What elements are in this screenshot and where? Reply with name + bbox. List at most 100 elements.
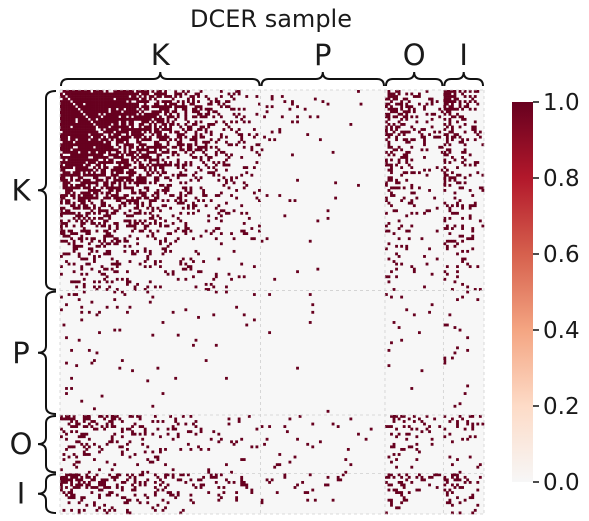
heatmap-cell [400, 475, 404, 479]
heatmap-cell [143, 117, 147, 121]
heatmap-cell [126, 163, 129, 167]
heatmap-cell [105, 148, 109, 152]
heatmap-cell [120, 123, 124, 126]
heatmap-cell [412, 420, 416, 423]
heatmap-cell [219, 232, 223, 236]
heatmap-cell [65, 125, 68, 129]
heatmap-cell [390, 125, 393, 129]
heatmap-cell [156, 455, 160, 459]
heatmap-cell [199, 478, 203, 482]
heatmap-cell [120, 117, 124, 121]
heatmap-cell [62, 140, 66, 144]
heatmap-cell [105, 194, 109, 197]
heatmap-cell [85, 194, 89, 197]
heatmap-cell [95, 156, 99, 159]
heatmap-cell [103, 209, 106, 213]
heatmap-cell [445, 135, 449, 139]
heatmap-cell [87, 120, 91, 124]
heatmap-cell [85, 125, 89, 129]
heatmap-cell [174, 107, 178, 111]
heatmap-cell [131, 473, 134, 477]
heatmap-cell [181, 267, 185, 271]
heatmap-cell [85, 100, 89, 103]
heatmap-cell [146, 173, 150, 177]
heatmap-cell [87, 437, 91, 441]
heatmap-cell [159, 153, 162, 157]
heatmap-cell [387, 102, 391, 106]
heatmap-cell [123, 211, 127, 215]
heatmap-cell [85, 191, 89, 195]
heatmap-cell [75, 473, 79, 477]
heatmap-cell [384, 293, 388, 296]
heatmap-cell [387, 425, 391, 428]
heatmap-cell [110, 211, 114, 215]
heatmap-cell [62, 252, 66, 256]
heatmap-cell [153, 486, 157, 489]
heatmap-cell [443, 166, 447, 170]
heatmap-cell [85, 204, 89, 208]
heatmap-cell [476, 488, 480, 492]
heatmap-cell [110, 153, 114, 157]
heatmap-cell [255, 143, 259, 147]
heatmap-cell [400, 491, 404, 494]
heatmap-cell [103, 138, 106, 142]
heatmap-cell [217, 493, 221, 497]
heatmap-cell [100, 140, 104, 144]
heatmap-cell [207, 158, 211, 162]
heatmap-cell [110, 120, 114, 124]
heatmap-cell [70, 430, 73, 434]
heatmap-cell [166, 140, 170, 144]
heatmap-cell [87, 128, 91, 131]
heatmap-cell [143, 156, 147, 159]
heatmap-cell [115, 277, 119, 281]
heatmap-cell [202, 135, 206, 139]
heatmap-cell [87, 163, 91, 167]
heatmap-cell [390, 150, 393, 154]
heatmap-cell [103, 239, 106, 243]
heatmap-cell [153, 163, 157, 167]
heatmap-cell [60, 488, 63, 492]
heatmap-cell [70, 145, 73, 149]
heatmap-cell [62, 120, 66, 124]
heatmap-cell [405, 105, 409, 109]
heatmap-cell [126, 102, 129, 106]
heatmap-cell [75, 293, 79, 296]
heatmap-cell [227, 125, 231, 129]
heatmap-cell [270, 130, 274, 134]
heatmap-cell [225, 211, 228, 215]
heatmap-cell [384, 161, 388, 164]
heatmap-cell [202, 140, 206, 144]
heatmap-cell [450, 227, 454, 230]
heatmap-cell [128, 176, 132, 180]
heatmap-cell [105, 110, 109, 114]
heatmap-cell [161, 392, 165, 395]
heatmap-cell [463, 143, 467, 147]
heatmap-cell [118, 445, 122, 449]
heatmap-cell [95, 135, 99, 139]
heatmap-cell [141, 222, 145, 225]
heatmap-cell [443, 161, 447, 164]
heatmap-cell [258, 224, 261, 228]
heatmap-cell [118, 417, 122, 421]
heatmap-cell [128, 120, 132, 124]
heatmap-cell [400, 295, 404, 299]
heatmap-cell [433, 196, 437, 200]
heatmap-cell [108, 186, 112, 190]
heatmap-cell [105, 196, 109, 200]
heatmap-cell [77, 171, 81, 175]
heatmap-cell [93, 486, 96, 489]
heatmap-cell [456, 120, 459, 124]
heatmap-cell [131, 196, 134, 200]
heatmap-cell [227, 92, 231, 96]
heatmap-cell [146, 257, 150, 261]
heatmap-cell [126, 427, 129, 431]
heatmap-cell [410, 186, 414, 190]
heatmap-cell [105, 191, 109, 195]
heatmap-cell [113, 107, 117, 111]
heatmap-cell [461, 295, 464, 299]
heatmap-cell [357, 183, 360, 187]
heatmap-cell [405, 478, 409, 482]
heatmap-cell [123, 194, 127, 197]
heatmap-cell [207, 171, 211, 175]
heatmap-cell [108, 420, 112, 423]
